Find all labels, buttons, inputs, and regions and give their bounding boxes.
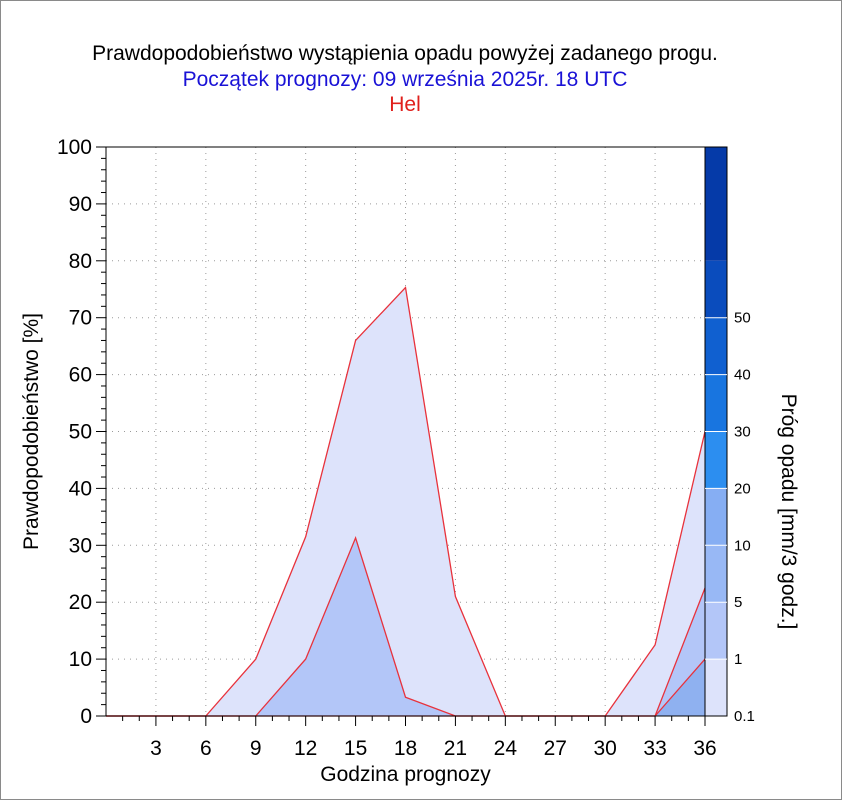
y-tick-label: 40 <box>69 477 92 500</box>
y-tick-label: 30 <box>69 534 92 557</box>
colorbar-tick-label: 5 <box>734 594 742 611</box>
x-tick-label: 36 <box>693 737 716 760</box>
area-layer <box>106 286 706 717</box>
x-tick-label: 6 <box>200 737 212 760</box>
x-tick-label: 18 <box>394 737 417 760</box>
y-tick-label: 0 <box>80 705 92 728</box>
x-tick-label: 30 <box>593 737 616 760</box>
y-axis-label: Prawdopodobieństwo [%] <box>20 313 43 550</box>
y-tick-label: 10 <box>69 648 92 671</box>
colorbar-tick-label: 40 <box>734 367 751 384</box>
colorbar-segment <box>705 260 727 318</box>
y-tick-label: 20 <box>69 591 92 614</box>
y-tick-label: 80 <box>69 250 92 273</box>
colorbar-layer: 0.1 1 5 10 20 30 40 50 <box>704 146 755 725</box>
colorbar-tick-label: 1 <box>734 651 742 668</box>
x-tick-label: 15 <box>344 737 367 760</box>
colorbar-segment <box>705 545 727 603</box>
x-tick-label: 9 <box>250 737 262 760</box>
chart-subtitle: Początek prognozy: 09 września 2025r. 18… <box>182 68 628 91</box>
colorbar-segment <box>705 147 727 261</box>
colorbar-segment <box>705 374 727 432</box>
y-tick-label: 60 <box>69 364 92 387</box>
colorbar-segment <box>705 431 727 489</box>
colorbar-tick-label: 10 <box>734 537 751 554</box>
y-tick-label: 100 <box>57 136 92 159</box>
colorbar-tick-label: 50 <box>734 310 751 327</box>
y-tick-label: 90 <box>69 193 92 216</box>
x-tick-label: 33 <box>643 737 666 760</box>
colorbar-tick-label: 0.1 <box>734 708 755 725</box>
y-tick-label: 70 <box>69 307 92 330</box>
x-tick-label: 27 <box>544 737 567 760</box>
colorbar-segment <box>705 317 727 375</box>
colorbar-tick-label: 20 <box>734 480 751 497</box>
x-tick-label: 3 <box>150 737 162 760</box>
colorbar-segment <box>705 602 727 660</box>
colorbar-segment <box>705 488 727 546</box>
chart-title: Prawdopodobieństwo wystąpienia opadu pow… <box>92 42 718 65</box>
station-name: Hel <box>389 93 421 116</box>
y-tick-label: 50 <box>69 421 92 444</box>
colorbar-label: Próg opadu [mm/3 godz.] <box>777 394 800 630</box>
colorbar-segment <box>705 659 727 716</box>
x-tick-label: 12 <box>294 737 317 760</box>
x-axis-label: Godzina prognozy <box>320 763 491 786</box>
x-tick-label: 24 <box>494 737 518 760</box>
colorbar-tick-label: 30 <box>734 424 751 441</box>
area-threshold-0.1 <box>106 287 705 716</box>
x-tick-label: 21 <box>444 737 467 760</box>
